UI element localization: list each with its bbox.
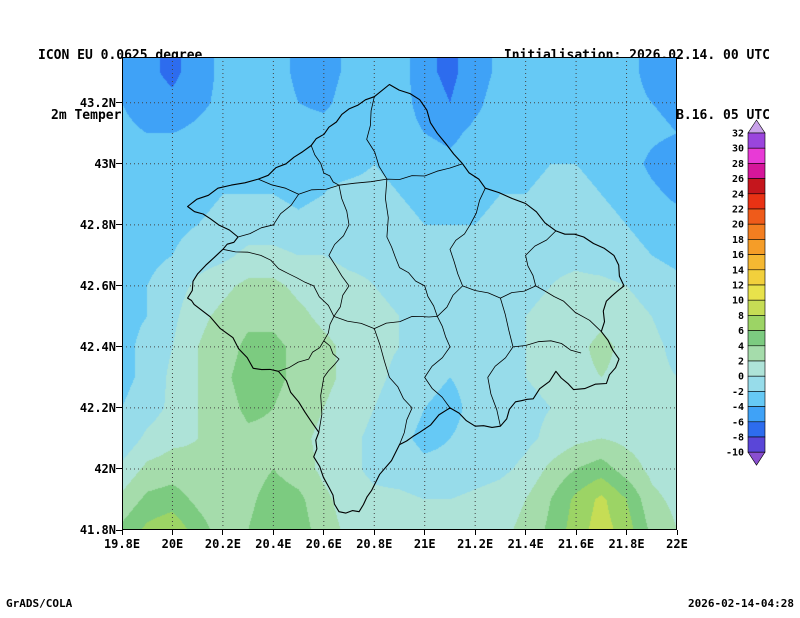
x-tick-mark bbox=[474, 530, 476, 535]
colorbar-label: 4 bbox=[738, 341, 744, 352]
creation-timestamp: 2026-02-14-04:28 bbox=[688, 597, 794, 610]
x-tick-label: 20.6E bbox=[305, 537, 342, 551]
colorbar-segment bbox=[747, 254, 766, 271]
colorbar-label: -4 bbox=[732, 402, 744, 413]
colorbar-label: 12 bbox=[732, 281, 744, 292]
y-tick-label: 43.2N bbox=[79, 95, 116, 110]
y-tick-mark bbox=[116, 285, 122, 287]
x-tick-label: 21.6E bbox=[558, 537, 595, 551]
x-tick-mark bbox=[626, 530, 628, 535]
y-tick-mark bbox=[116, 346, 122, 348]
y-tick-label: 43N bbox=[94, 156, 116, 171]
x-tick-mark bbox=[272, 530, 274, 535]
x-tick-label: 20.4E bbox=[255, 537, 292, 551]
x-tick-mark bbox=[323, 530, 325, 535]
colorbar-segment bbox=[747, 269, 766, 286]
y-tick-mark bbox=[116, 163, 122, 165]
colorbar-segment bbox=[747, 223, 766, 240]
colorbar-segment bbox=[747, 147, 766, 164]
x-tick-mark bbox=[424, 530, 426, 535]
x-tick-label: 22E bbox=[666, 537, 688, 551]
x-tick-label: 21.4E bbox=[507, 537, 544, 551]
y-tick-label: 42.4N bbox=[79, 339, 116, 354]
colorbar-label: 2 bbox=[738, 357, 744, 368]
grads-credit: GrADS/COLA bbox=[6, 597, 73, 610]
colorbar-segment bbox=[747, 345, 766, 362]
x-tick-mark bbox=[171, 530, 173, 535]
x-tick-mark bbox=[373, 530, 375, 535]
colorbar-label: -6 bbox=[732, 417, 744, 428]
x-tick-mark bbox=[121, 530, 123, 535]
colorbar-segment bbox=[747, 436, 766, 453]
colorbar-label: 32 bbox=[732, 129, 744, 140]
y-tick-mark bbox=[116, 224, 122, 226]
x-tick-label: 20.8E bbox=[356, 537, 393, 551]
x-tick-label: 21.8E bbox=[608, 537, 645, 551]
y-tick-label: 41.8N bbox=[79, 523, 116, 537]
x-tick-mark bbox=[525, 530, 527, 535]
colorbar-segment bbox=[747, 178, 766, 195]
colorbar-label: -10 bbox=[726, 448, 744, 459]
colorbar-label: 28 bbox=[732, 159, 744, 170]
temperature-field-canvas bbox=[122, 57, 677, 530]
colorbar-segment bbox=[747, 193, 766, 210]
y-tick-label: 42.8N bbox=[79, 217, 116, 232]
colorbar-segment bbox=[747, 208, 766, 225]
colorbar-label: 6 bbox=[738, 326, 744, 337]
colorbar-segment bbox=[747, 299, 766, 316]
y-tick-label: 42.2N bbox=[79, 400, 116, 415]
colorbar-label: 26 bbox=[732, 174, 744, 185]
colorbar-label: 10 bbox=[732, 296, 744, 307]
y-tick-mark bbox=[116, 407, 122, 409]
y-tick-label: 42N bbox=[94, 461, 116, 476]
colorbar-segment bbox=[747, 406, 766, 423]
colorbar-segment bbox=[747, 315, 766, 331]
colorbar-label: 16 bbox=[732, 250, 744, 261]
colorbar-segment bbox=[747, 132, 766, 149]
colorbar-bottom-arrow bbox=[747, 451, 766, 466]
colorbar-segment bbox=[747, 163, 766, 179]
colorbar-segment bbox=[747, 239, 766, 255]
x-tick-label: 20E bbox=[161, 537, 184, 551]
x-tick-label: 21E bbox=[413, 537, 436, 551]
x-tick-label: 20.2E bbox=[204, 537, 241, 551]
colorbar-label: 24 bbox=[732, 189, 744, 200]
x-tick-mark bbox=[222, 530, 224, 535]
colorbar-label: -2 bbox=[732, 387, 744, 398]
x-tick-mark bbox=[575, 530, 577, 535]
colorbar-label: 8 bbox=[738, 311, 744, 322]
colorbar-segment bbox=[747, 375, 766, 392]
colorbar-label: 14 bbox=[732, 265, 744, 276]
colorbar-segment bbox=[747, 360, 766, 377]
colorbar-segment bbox=[747, 284, 766, 301]
colorbar-label: 22 bbox=[732, 205, 744, 216]
colorbar-label: 30 bbox=[732, 144, 744, 155]
colorbar-label: 20 bbox=[732, 220, 744, 231]
y-tick-mark bbox=[116, 102, 122, 104]
colorbar-segment bbox=[747, 391, 766, 407]
x-tick-mark bbox=[676, 530, 678, 535]
colorbar-label: 0 bbox=[738, 372, 744, 383]
colorbar-label: -8 bbox=[732, 433, 744, 444]
colorbar-label: 18 bbox=[732, 235, 744, 246]
y-tick-label: 42.6N bbox=[79, 278, 116, 293]
colorbar-segment bbox=[747, 330, 766, 347]
y-tick-mark bbox=[116, 468, 122, 470]
colorbar-top-arrow bbox=[747, 119, 766, 134]
colorbar-segment bbox=[747, 421, 766, 438]
x-tick-label: 21.2E bbox=[457, 537, 494, 551]
y-tick-mark bbox=[116, 529, 122, 531]
x-tick-label: 19.8E bbox=[103, 537, 141, 551]
